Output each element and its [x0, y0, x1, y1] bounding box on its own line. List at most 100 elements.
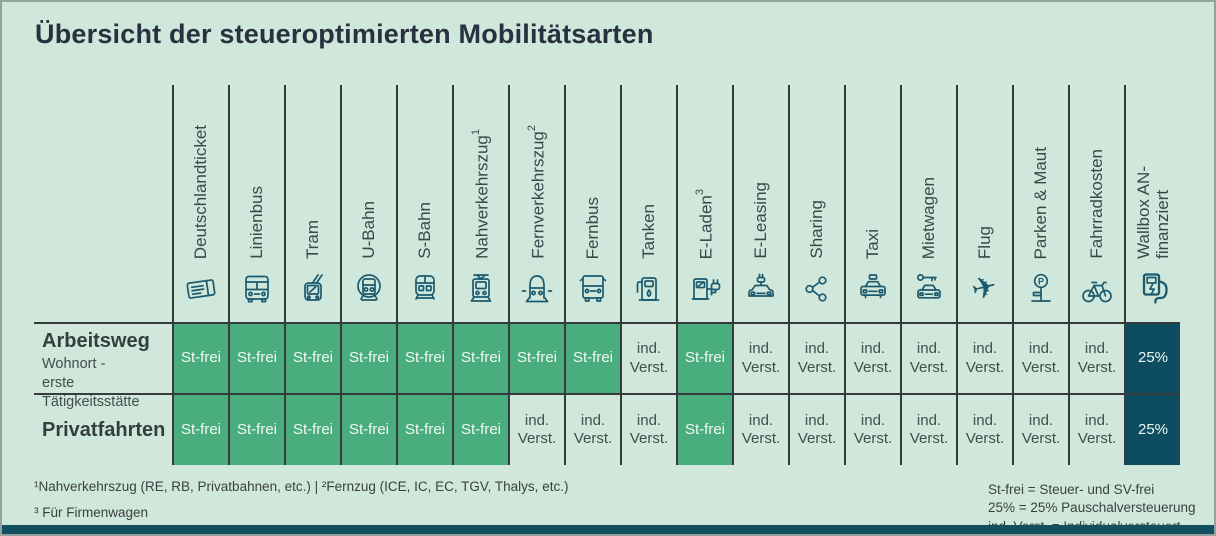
bottom-accent-bar	[2, 525, 1214, 534]
cell-arbeitsweg-tanken: ind. Verst.	[620, 322, 676, 393]
cell-arbeitsweg-sbahn: St-frei	[396, 322, 452, 393]
column-header-eleasing: E-Leasing	[732, 85, 788, 322]
column-label: Linienbus	[247, 186, 267, 259]
mobility-table: Deutschlandticket Linienbus Tram U-Bahn …	[34, 85, 1180, 465]
footnote-company-car: ³ Für Firmenwagen	[34, 504, 149, 520]
column-label: Deutschlandticket	[191, 124, 211, 259]
row-label-privatfahrten: Privatfahrten	[34, 393, 172, 465]
cell-privatfahrten-nahverkehrszug: St-frei	[452, 393, 508, 465]
cell-privatfahrten-eladen: St-frei	[676, 393, 732, 465]
cell-privatfahrten-flug: ind. Verst.	[956, 393, 1012, 465]
metro-icon	[349, 268, 389, 310]
page-title: Übersicht der steueroptimierten Mobilitä…	[35, 19, 654, 49]
row-label-arbeitsweg: Arbeitsweg Wohnort - erste Tätigkeitsstä…	[34, 322, 172, 410]
cell-privatfahrten-sharing: ind. Verst.	[788, 393, 844, 465]
column-label: S-Bahn	[415, 202, 435, 259]
cell-privatfahrten-eleasing: ind. Verst.	[732, 393, 788, 465]
column-header-tram: Tram	[284, 85, 340, 322]
column-header-linienbus: Linienbus	[228, 85, 284, 322]
footnote-trains: ¹Nahverkehrszug (RE, RB, Privatbahnen, e…	[34, 479, 569, 494]
column-header-mietwagen: Mietwagen	[900, 85, 956, 322]
column-label: Sharing	[807, 200, 827, 259]
cell-privatfahrten-dticket: St-frei	[172, 393, 228, 465]
bicycle-icon	[1077, 268, 1117, 310]
column-label: Fernbus	[583, 196, 603, 259]
fuel-pump-icon	[629, 268, 669, 310]
cell-arbeitsweg-parken-maut: ind. Verst.	[1012, 322, 1068, 393]
column-header-fernverkehrszug: Fernverkehrszug2	[508, 85, 564, 322]
wallbox-icon	[1133, 268, 1173, 310]
column-header-sbahn: S-Bahn	[396, 85, 452, 322]
column-label: Mietwagen	[919, 176, 939, 259]
parking-sign-icon: P	[1021, 268, 1061, 310]
airplane-icon: ✈	[968, 268, 1002, 309]
tram-icon	[293, 268, 333, 310]
cell-privatfahrten-fernverkehrszug: ind. Verst.	[508, 393, 564, 465]
column-label: E-Leasing	[751, 182, 771, 259]
cell-privatfahrten-sbahn: St-frei	[396, 393, 452, 465]
share-icon	[797, 268, 837, 310]
column-header-fahrradkosten: Fahrradkosten	[1068, 85, 1124, 322]
column-header-eladen: E-Laden3	[676, 85, 732, 322]
row-title: Privatfahrten	[42, 418, 166, 441]
footnotes: ¹Nahverkehrszug (RE, RB, Privatbahnen, e…	[34, 479, 568, 522]
cell-arbeitsweg-dticket: St-frei	[172, 322, 228, 393]
column-header-fernbus: Fernbus	[564, 85, 620, 322]
column-label: Nahverkehrszug1	[470, 129, 492, 259]
cell-arbeitsweg-wallbox: 25%	[1124, 322, 1180, 393]
row-title: Arbeitsweg	[42, 330, 150, 352]
cell-arbeitsweg-fernbus: St-frei	[564, 322, 620, 393]
cell-arbeitsweg-nahverkehrszug: St-frei	[452, 322, 508, 393]
column-header-deutschlandticket: Deutschlandticket	[172, 85, 228, 322]
taxi-icon	[853, 268, 893, 310]
cell-privatfahrten-tanken: ind. Verst.	[620, 393, 676, 465]
column-header-wallbox: Wallbox AN- finanziert	[1124, 85, 1180, 322]
column-label: Wallbox AN- finanziert	[1133, 166, 1172, 259]
legend-st-frei: St-frei = Steuer- und SV-frei	[988, 482, 1155, 497]
electric-car-icon	[741, 268, 781, 310]
column-label: Parken & Maut	[1031, 146, 1051, 259]
cell-arbeitsweg-fahrradkosten: ind. Verst.	[1068, 322, 1124, 393]
cell-privatfahrten-mietwagen: ind. Verst.	[900, 393, 956, 465]
coach-icon	[573, 268, 613, 310]
cell-privatfahrten-fahrradkosten: ind. Verst.	[1068, 393, 1124, 465]
legend-25-percent: 25% = 25% Pauschalversteuerung	[988, 500, 1196, 516]
column-label: Taxi	[863, 228, 883, 259]
column-header-flug: Flug ✈	[956, 85, 1012, 322]
cell-privatfahrten-parken-maut: ind. Verst.	[1012, 393, 1068, 465]
column-header-nahverkehrszug: Nahverkehrszug1	[452, 85, 508, 322]
bus-icon	[237, 268, 277, 310]
cell-privatfahrten-taxi: ind. Verst.	[844, 393, 900, 465]
cell-arbeitsweg-ubahn: St-frei	[340, 322, 396, 393]
cell-privatfahrten-wallbox: 25%	[1124, 393, 1180, 465]
ticket-icon	[181, 268, 221, 310]
column-header-ubahn: U-Bahn	[340, 85, 396, 322]
cell-privatfahrten-ubahn: St-frei	[340, 393, 396, 465]
column-label: U-Bahn	[359, 201, 379, 259]
row-subtitle: Wohnort - erste Tätigkeitsstätte	[42, 356, 140, 410]
column-label: Flug	[975, 225, 995, 259]
regional-train-icon	[461, 268, 501, 310]
cell-arbeitsweg-mietwagen: ind. Verst.	[900, 322, 956, 393]
rental-car-key-icon	[909, 268, 949, 310]
column-header-tanken: Tanken	[620, 85, 676, 322]
svg-text:P: P	[1038, 276, 1044, 286]
cell-privatfahrten-tram: St-frei	[284, 393, 340, 465]
cell-arbeitsweg-taxi: ind. Verst.	[844, 322, 900, 393]
cell-arbeitsweg-eladen: St-frei	[676, 322, 732, 393]
cell-arbeitsweg-fernverkehrszug: St-frei	[508, 322, 564, 393]
cell-arbeitsweg-eleasing: ind. Verst.	[732, 322, 788, 393]
column-header-parken-maut: Parken & Maut P	[1012, 85, 1068, 322]
column-header-taxi: Taxi	[844, 85, 900, 322]
column-header-sharing: Sharing	[788, 85, 844, 322]
longdistance-train-icon	[517, 268, 557, 310]
sbahn-train-icon	[405, 268, 445, 310]
column-label: E-Laden3	[694, 188, 716, 259]
column-label: Fernverkehrszug2	[526, 125, 548, 259]
column-label: Tram	[303, 219, 323, 259]
cell-privatfahrten-linienbus: St-frei	[228, 393, 284, 465]
cell-arbeitsweg-flug: ind. Verst.	[956, 322, 1012, 393]
column-label: Tanken	[639, 204, 659, 259]
cell-arbeitsweg-tram: St-frei	[284, 322, 340, 393]
